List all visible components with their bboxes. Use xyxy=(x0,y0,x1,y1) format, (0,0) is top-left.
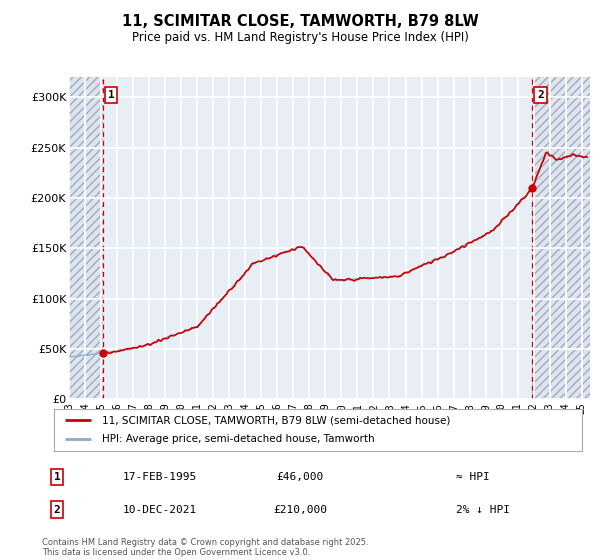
Text: 2: 2 xyxy=(53,505,61,515)
Text: 10-DEC-2021: 10-DEC-2021 xyxy=(123,505,197,515)
Text: ≈ HPI: ≈ HPI xyxy=(456,472,490,482)
Text: 17-FEB-1995: 17-FEB-1995 xyxy=(123,472,197,482)
Text: 2: 2 xyxy=(537,90,544,100)
Text: 1: 1 xyxy=(108,90,115,100)
Text: Price paid vs. HM Land Registry's House Price Index (HPI): Price paid vs. HM Land Registry's House … xyxy=(131,31,469,44)
Text: Contains HM Land Registry data © Crown copyright and database right 2025.
This d: Contains HM Land Registry data © Crown c… xyxy=(42,538,368,557)
Text: 11, SCIMITAR CLOSE, TAMWORTH, B79 8LW (semi-detached house): 11, SCIMITAR CLOSE, TAMWORTH, B79 8LW (s… xyxy=(101,415,450,425)
Text: £210,000: £210,000 xyxy=(273,505,327,515)
Text: 1: 1 xyxy=(53,472,61,482)
Text: 2% ↓ HPI: 2% ↓ HPI xyxy=(456,505,510,515)
Text: £46,000: £46,000 xyxy=(277,472,323,482)
Text: 11, SCIMITAR CLOSE, TAMWORTH, B79 8LW: 11, SCIMITAR CLOSE, TAMWORTH, B79 8LW xyxy=(122,14,478,29)
Text: HPI: Average price, semi-detached house, Tamworth: HPI: Average price, semi-detached house,… xyxy=(101,435,374,445)
